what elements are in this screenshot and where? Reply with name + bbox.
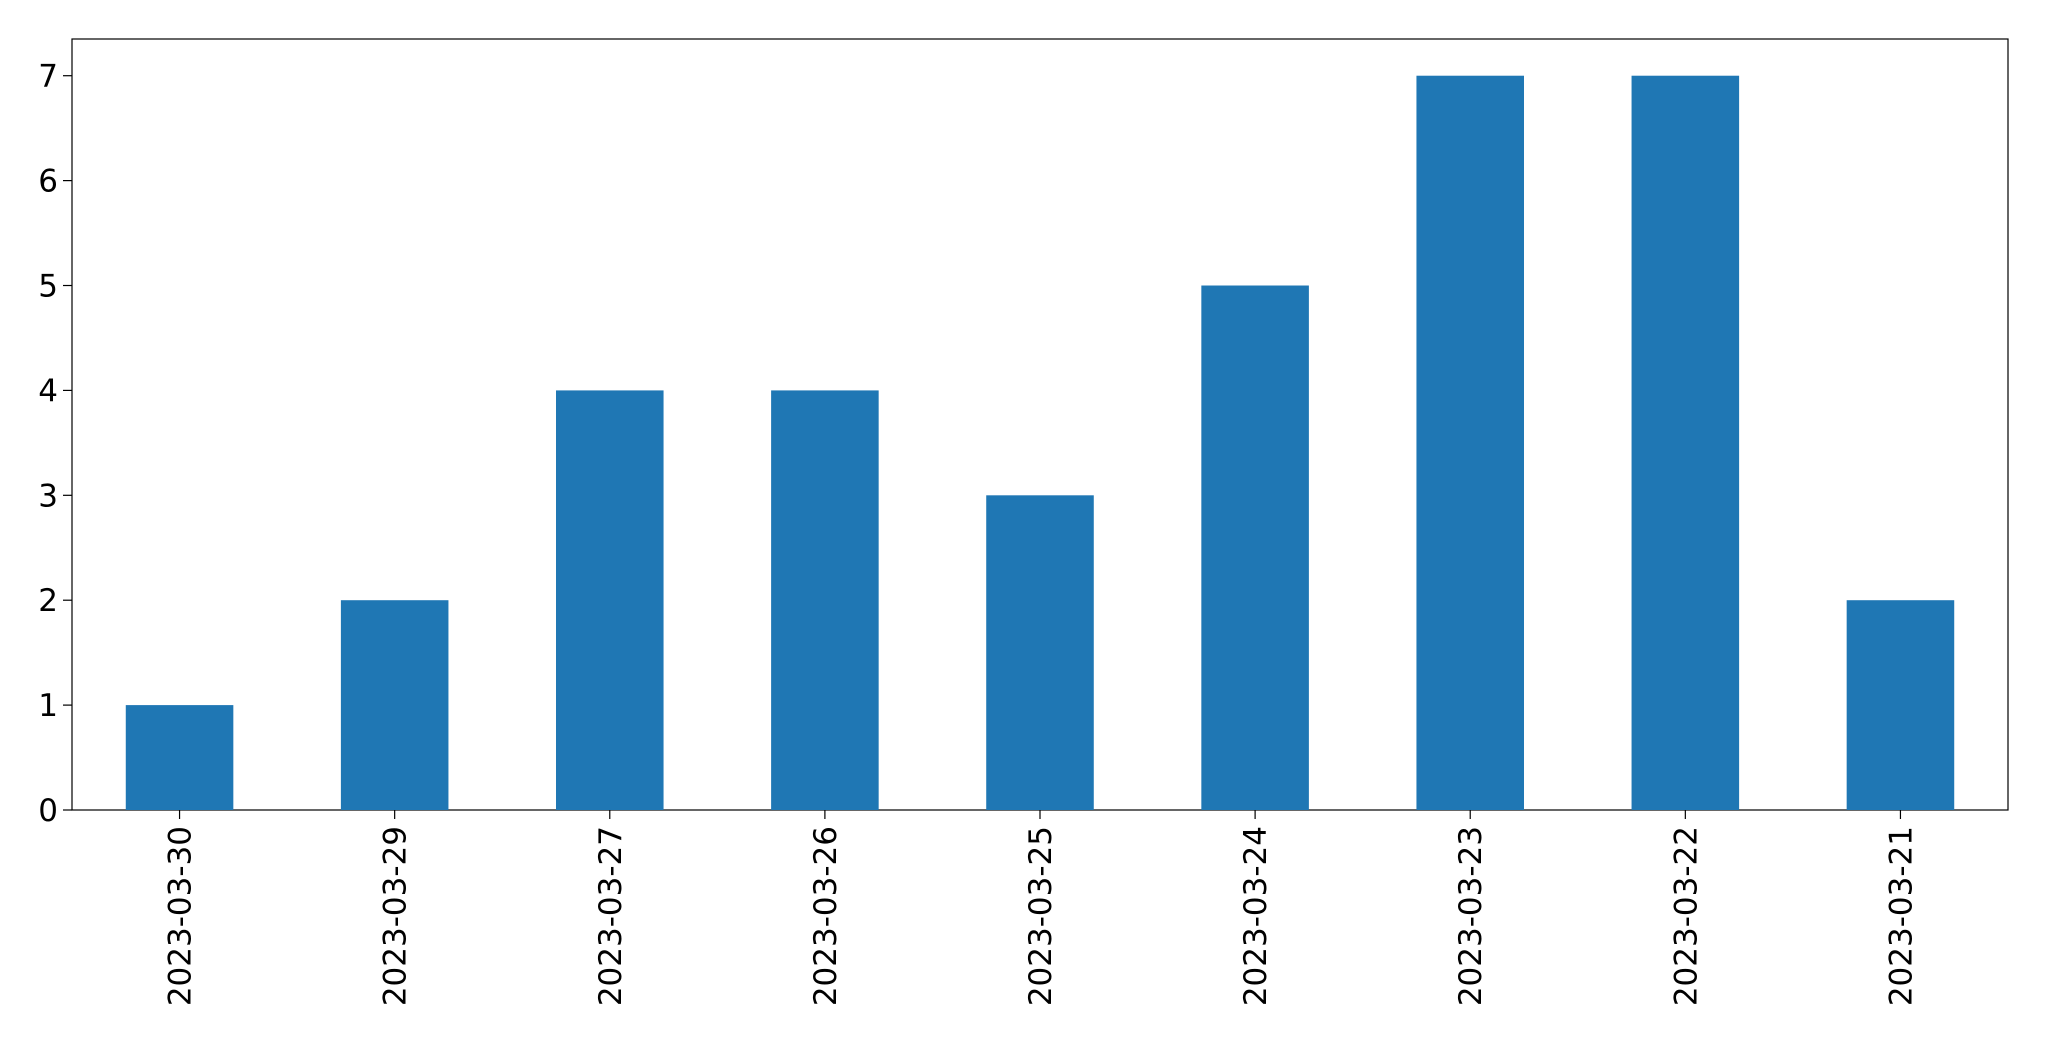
x-tick-label: 2023-03-29 — [378, 826, 414, 1006]
x-tick-label: 2023-03-25 — [1023, 826, 1059, 1006]
x-tick-label: 2023-03-24 — [1238, 826, 1274, 1006]
bar — [986, 495, 1094, 810]
y-tick-label: 1 — [38, 688, 58, 724]
bar — [1201, 285, 1309, 810]
y-tick-label: 6 — [38, 164, 58, 200]
bar — [1416, 75, 1524, 810]
bar — [125, 705, 234, 810]
x-tick-label: 2023-03-23 — [1453, 826, 1489, 1006]
x-tick-label: 2023-03-26 — [808, 826, 844, 1006]
y-tick-label: 5 — [38, 269, 58, 305]
x-tick-label: 2023-03-30 — [163, 826, 199, 1006]
y-tick-label: 4 — [38, 373, 58, 409]
y-tick-label: 0 — [38, 793, 58, 829]
x-tick-label: 2023-03-22 — [1668, 826, 1704, 1006]
bar — [340, 600, 449, 810]
y-tick-label: 2 — [38, 583, 58, 619]
bar — [556, 390, 664, 810]
bar — [771, 390, 879, 810]
x-tick-label: 2023-03-21 — [1883, 826, 1919, 1006]
y-tick-label: 7 — [38, 59, 58, 95]
y-tick-label: 3 — [38, 478, 58, 514]
x-tick-label: 2023-03-27 — [593, 826, 629, 1006]
bar — [1846, 600, 1955, 810]
bar — [1631, 75, 1740, 810]
